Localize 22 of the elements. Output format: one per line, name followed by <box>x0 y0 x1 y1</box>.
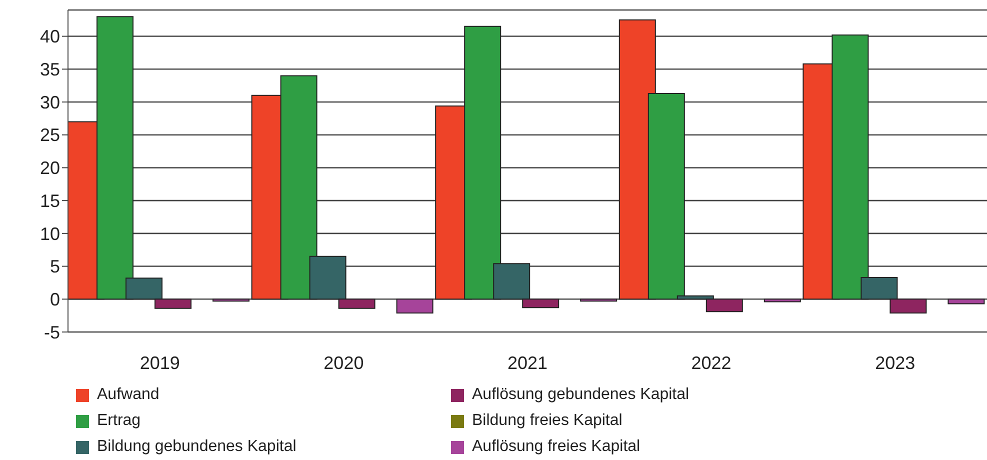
y-tick-label: 10 <box>40 224 60 244</box>
x-tick-label: 2021 <box>507 352 548 373</box>
x-tick-label: 2023 <box>875 352 916 373</box>
legend-label: Bildung gebundenes Kapital <box>97 438 296 456</box>
y-tick-label: 35 <box>40 60 60 80</box>
y-tick-label: 30 <box>40 92 60 112</box>
y-tick-label: 5 <box>50 256 60 277</box>
x-tick-label: 2022 <box>691 352 732 373</box>
legend-label: Auflösung gebundenes Kapital <box>472 386 690 404</box>
bar <box>948 298 985 304</box>
y-tick-label: 0 <box>50 290 60 310</box>
x-tick-label: 2020 <box>324 352 364 373</box>
y-tick-label: 15 <box>40 190 60 211</box>
legend-label: Aufwand <box>97 386 160 404</box>
x-tick-label: 2019 <box>140 352 180 373</box>
legend-label: Bildung freies Kapital <box>472 412 622 430</box>
legend-label: Ertrag <box>97 412 141 430</box>
y-tick-label: -5 <box>44 322 60 342</box>
y-tick-label: 40 <box>40 26 60 47</box>
legend-label: Auflösung freies Kapital <box>472 438 640 456</box>
y-tick-label: 20 <box>40 158 60 178</box>
y-tick-label: 25 <box>40 125 60 146</box>
